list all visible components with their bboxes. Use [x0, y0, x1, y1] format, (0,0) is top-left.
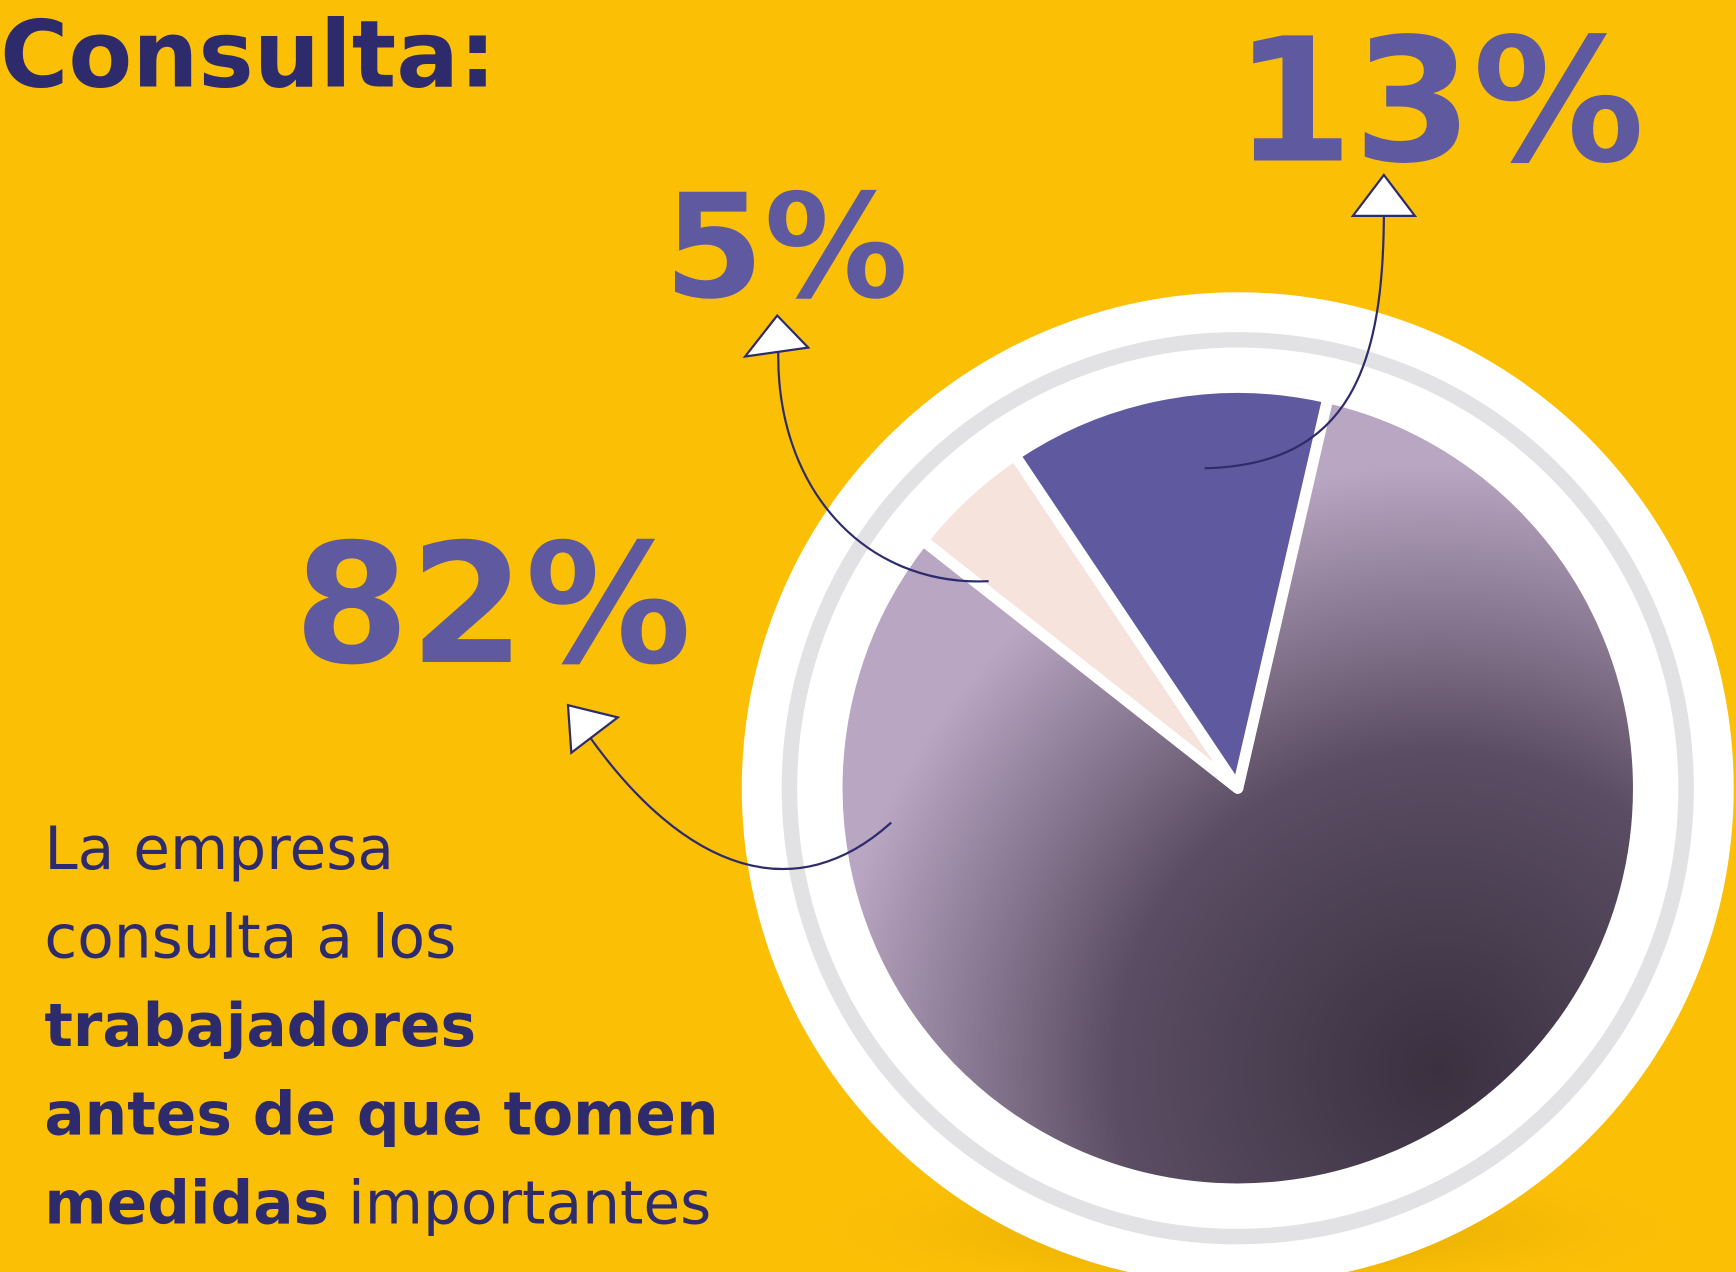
description-text: antes de que tomen — [44, 1081, 718, 1150]
description-text: La empresa — [44, 815, 394, 884]
description-text: consulta a los — [44, 904, 456, 973]
description-text: medidas — [44, 1169, 329, 1238]
arrow-line — [777, 348, 989, 583]
value-label: 82% — [294, 509, 691, 702]
chart-title: Consulta: — [0, 0, 496, 108]
arrow-heads — [566, 173, 1418, 755]
arrow-head — [566, 703, 621, 755]
pie-slice — [1009, 381, 1334, 794]
arrow-head — [742, 313, 811, 358]
arrow-head — [1350, 173, 1418, 217]
arrows — [585, 210, 1385, 871]
description-text: importantes — [329, 1169, 711, 1238]
value-label: 5% — [664, 163, 908, 331]
pie — [831, 381, 1645, 1195]
arrow-line — [1204, 210, 1385, 470]
plate-ring — [781, 332, 1694, 1245]
arrow-line — [585, 732, 892, 871]
description: La empresa consulta a los trabajadores ante… — [44, 815, 718, 1238]
description-text: trabajadores — [44, 992, 476, 1061]
value-label: 13% — [1234, 3, 1645, 202]
